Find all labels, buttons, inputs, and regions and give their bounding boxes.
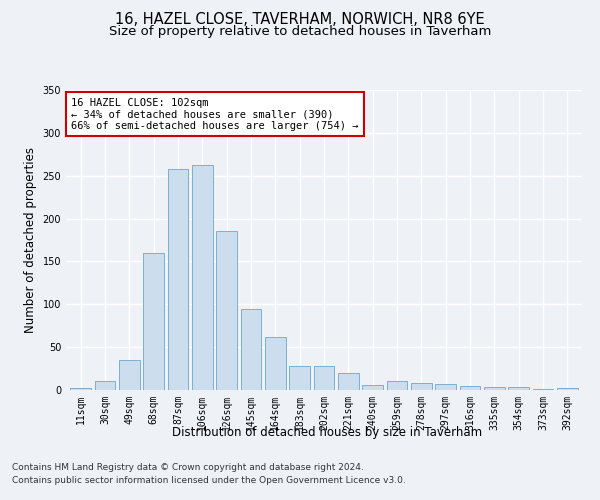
Bar [557,388,578,390]
Bar [192,164,212,390]
Bar [338,373,359,390]
Bar [460,386,481,390]
Bar [95,382,115,390]
Text: Contains public sector information licensed under the Open Government Licence v3: Contains public sector information licen… [12,476,406,485]
Text: Contains HM Land Registry data © Crown copyright and database right 2024.: Contains HM Land Registry data © Crown c… [12,464,364,472]
Bar [362,385,383,390]
Bar [386,382,407,390]
Bar [216,232,237,390]
Bar [314,366,334,390]
Bar [508,388,529,390]
Bar [70,388,91,390]
Text: 16, HAZEL CLOSE, TAVERHAM, NORWICH, NR8 6YE: 16, HAZEL CLOSE, TAVERHAM, NORWICH, NR8 … [115,12,485,28]
Bar [533,389,553,390]
Bar [436,384,456,390]
Text: 16 HAZEL CLOSE: 102sqm
← 34% of detached houses are smaller (390)
66% of semi-de: 16 HAZEL CLOSE: 102sqm ← 34% of detached… [71,98,359,130]
Bar [411,383,432,390]
Bar [119,360,140,390]
Text: Size of property relative to detached houses in Taverham: Size of property relative to detached ho… [109,25,491,38]
Bar [265,337,286,390]
Bar [167,169,188,390]
Bar [143,253,164,390]
Text: Distribution of detached houses by size in Taverham: Distribution of detached houses by size … [172,426,482,439]
Bar [241,308,262,390]
Bar [484,386,505,390]
Y-axis label: Number of detached properties: Number of detached properties [24,147,37,333]
Bar [289,366,310,390]
